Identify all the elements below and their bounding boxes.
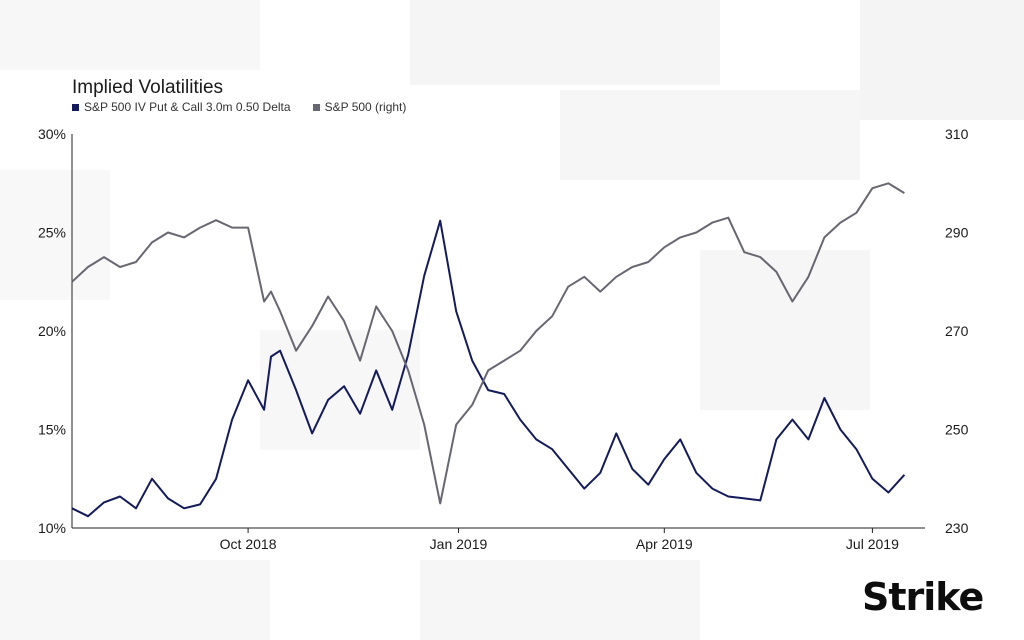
legend: S&P 500 IV Put & Call 3.0m 0.50 Delta S&…	[72, 100, 406, 114]
strike-logo: Strike	[862, 575, 984, 619]
iv-series-line	[71, 219, 906, 518]
legend-label-spx: S&P 500 (right)	[324, 100, 407, 114]
y-right-tick-label: 290	[945, 225, 969, 241]
spx-series-line	[71, 182, 905, 505]
x-tick-label: Jul 2019	[846, 536, 899, 552]
legend-label-iv: S&P 500 IV Put & Call 3.0m 0.50 Delta	[84, 100, 291, 114]
legend-swatch-spx	[312, 103, 320, 111]
chart-axes	[71, 134, 925, 529]
y-axis-left-labels: 10% 15% 20% 25% 30%	[38, 126, 66, 536]
chart-title: Implied Volatilities	[72, 77, 224, 98]
y-left-tick-label: 15%	[38, 422, 66, 438]
legend-item-iv: S&P 500 IV Put & Call 3.0m 0.50 Delta	[72, 100, 291, 114]
legend-item-spx: S&P 500 (right)	[312, 100, 407, 114]
x-tick-label: Apr 2019	[636, 536, 693, 552]
series-lines	[71, 182, 906, 518]
y-left-tick-label: 10%	[38, 520, 66, 536]
y-right-tick-label: 230	[945, 520, 969, 536]
y-right-tick-label: 310	[945, 126, 969, 142]
y-left-tick-label: 25%	[38, 225, 66, 241]
x-tick-label: Jan 2019	[430, 536, 488, 552]
y-right-tick-label: 250	[945, 422, 969, 438]
legend-swatch-iv	[72, 103, 79, 111]
x-axis-labels: Oct 2018 Jan 2019 Apr 2019 Jul 2019	[220, 528, 899, 552]
y-left-tick-label: 30%	[38, 126, 66, 142]
y-left-tick-label: 20%	[38, 323, 66, 339]
y-right-tick-label: 270	[945, 323, 969, 339]
y-axis-right-labels: 230 250 270 290 310	[945, 126, 969, 536]
x-tick-label: Oct 2018	[220, 536, 277, 552]
logo-text: Strike	[862, 575, 984, 619]
